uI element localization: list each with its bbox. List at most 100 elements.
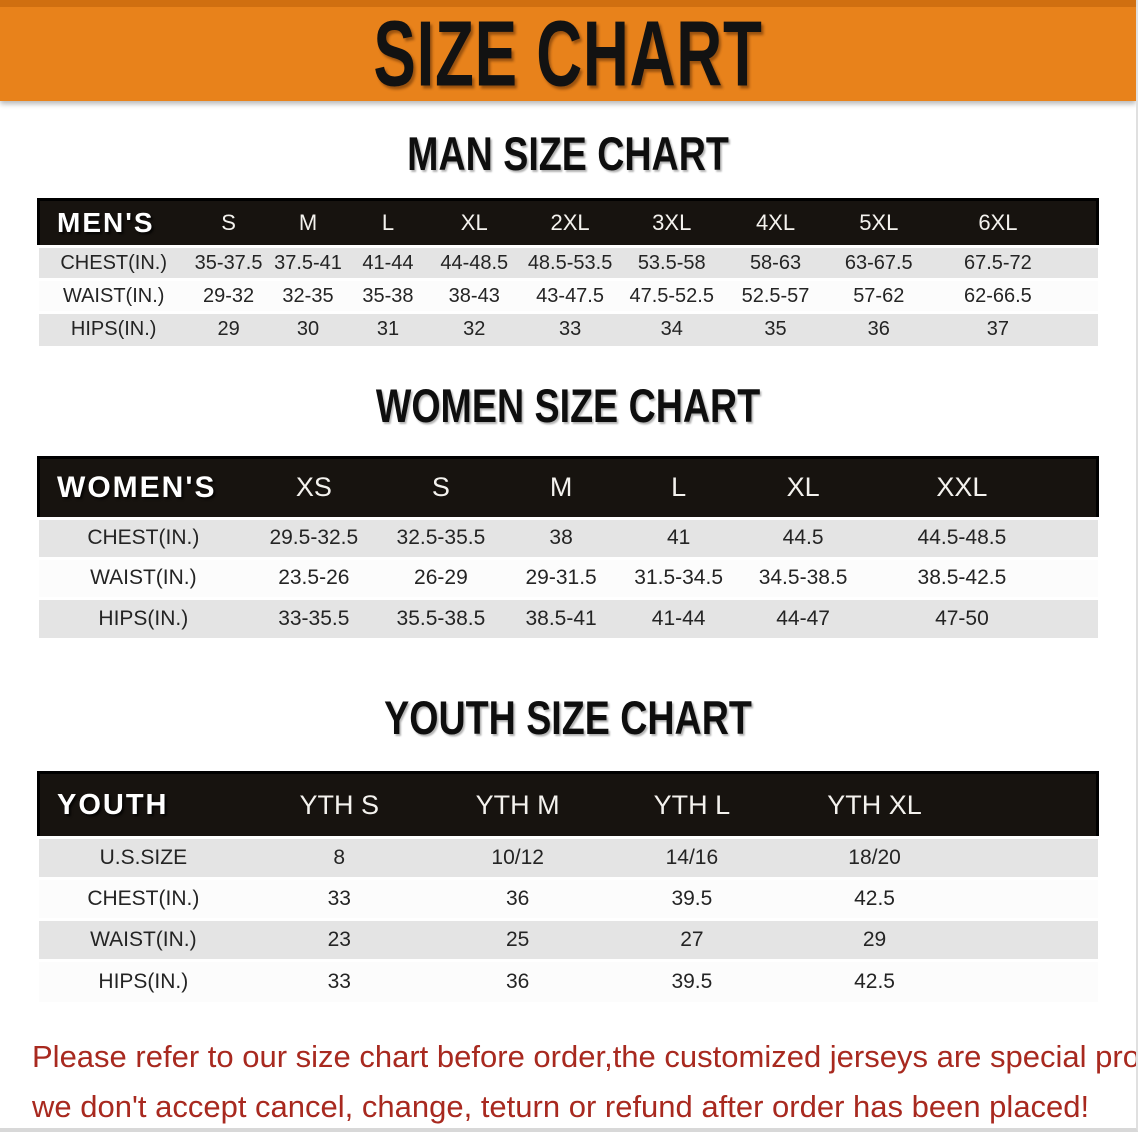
size-column-header: L: [671, 472, 687, 502]
women-size-section: WOMEN SIZE CHART WOMEN'S XS S M L XL XXL CHEST(…: [0, 346, 1136, 638]
size-cell: 34: [660, 318, 683, 341]
size-column-header: YTH M: [475, 789, 560, 820]
women-table-wrap: WOMEN'S XS S M L XL XXL CHEST(IN.) 29.5-32.5 32.5…: [0, 456, 1136, 638]
men-section-title: MAN SIZE CHART: [407, 127, 729, 180]
table-corner-label: WOMEN'S: [57, 470, 217, 504]
size-cell: 31: [376, 318, 400, 341]
size-cell: 29: [862, 928, 887, 951]
row-label: HIPS(IN.): [98, 969, 189, 993]
size-cell: 29-31.5: [525, 566, 597, 589]
size-cell: 37: [986, 318, 1010, 341]
size-column-header: 2XL: [550, 210, 590, 235]
size-column-header: 4XL: [755, 210, 796, 235]
size-cell: 48.5-53.5: [527, 251, 613, 274]
table-row: HIPS(IN.) 33 36 39.5 42.5: [38, 960, 1098, 1002]
header-filler: [1055, 457, 1097, 518]
size-column-header: YTH XL: [827, 789, 922, 820]
size-cell: 47.5-52.5: [629, 284, 714, 307]
size-cell: 35.5-38.5: [396, 606, 486, 630]
size-cell: 44.5: [782, 526, 824, 549]
size-cell: 62-66.5: [963, 284, 1032, 307]
size-cell: 36: [506, 969, 530, 993]
page-title: SIZE CHART: [373, 2, 763, 106]
size-cell: 57-62: [853, 284, 905, 307]
size-cell: 29-32: [203, 284, 255, 307]
size-column-header: L: [381, 210, 395, 235]
size-column-header: 6XL: [978, 210, 1018, 235]
row-filler: [970, 838, 1097, 879]
youth-section-title: YOUTH SIZE CHART: [384, 691, 752, 744]
size-column-header: M: [549, 472, 573, 502]
size-cell: 33: [327, 887, 351, 910]
row-label: U.S.SIZE: [99, 846, 188, 869]
size-cell: 58-63: [749, 251, 802, 274]
row-label: HIPS(IN.): [98, 606, 189, 630]
size-column-header: XL: [460, 210, 488, 235]
size-cell: 42.5: [854, 887, 895, 910]
size-cell: 37.5-41: [274, 251, 342, 274]
size-cell: 8: [333, 846, 346, 869]
size-cell: 29: [217, 318, 240, 341]
table-row: HIPS(IN.) 29 30 31 32 33 34 35 36 37: [38, 312, 1098, 346]
size-column-header: XXL: [936, 472, 988, 502]
size-cell: 38.5-42.5: [917, 566, 1007, 589]
size-cell: 43-47.5: [536, 284, 604, 307]
table-row: WAIST(IN.) 23 25 27 29: [38, 919, 1098, 961]
row-label: CHEST(IN.): [60, 251, 168, 274]
row-filler: [1066, 280, 1098, 313]
size-cell: 44.5-48.5: [917, 526, 1007, 549]
size-cell: 25: [506, 928, 530, 951]
row-label: WAIST(IN.): [62, 284, 165, 307]
table-corner-label: YOUTH: [57, 788, 169, 821]
size-column-header: YTH L: [653, 789, 731, 820]
women-size-table: WOMEN'S XS S M L XL XXL CHEST(IN.) 29.5-32.5 32.5…: [37, 456, 1099, 638]
row-filler: [970, 920, 1097, 961]
size-column-header: 3XL: [652, 210, 692, 235]
size-cell: 33-35.5: [278, 606, 350, 630]
size-cell: 32.5-35.5: [396, 526, 486, 549]
size-column-header: S: [221, 210, 236, 235]
table-row: CHEST(IN.) 29.5-32.5 32.5-35.5 38 41 44.5 44.5…: [38, 518, 1098, 558]
size-cell: 33: [558, 318, 582, 341]
size-cell: 35: [764, 318, 787, 341]
table-row: U.S.SIZE 8 10/12 14/16 18/20: [38, 837, 1098, 879]
size-cell: 18/20: [848, 846, 901, 869]
banner: SIZE CHART: [0, 0, 1136, 101]
men-size-section: MAN SIZE CHART MEN'S S M L XL 2XL 3XL 4XL 5XL 6XL…: [0, 101, 1136, 346]
row-filler: [1066, 313, 1098, 346]
size-cell: 38: [549, 526, 573, 549]
row-filler: [1055, 558, 1097, 598]
size-cell: 35-38: [362, 284, 414, 307]
size-column-header: S: [431, 472, 450, 502]
row-filler: [970, 961, 1097, 1002]
size-cell: 27: [680, 928, 704, 951]
row-filler: [970, 879, 1097, 920]
row-filler: [1055, 518, 1097, 558]
size-cell: 10/12: [491, 846, 544, 869]
size-cell: 42.5: [854, 969, 895, 993]
row-filler: [1066, 247, 1098, 280]
size-column-header: 5XL: [859, 210, 899, 235]
size-cell: 38-43: [448, 284, 500, 307]
size-cell: 23: [327, 928, 351, 951]
size-cell: 44-47: [776, 606, 830, 630]
size-table-header-row: WOMEN'S XS S M L XL XXL: [38, 457, 1098, 518]
size-cell: 44-48.5: [440, 251, 509, 274]
size-cell: 36: [506, 887, 530, 910]
size-column-header: XL: [786, 472, 820, 502]
size-cell: 33: [327, 969, 351, 993]
size-column-header: XS: [295, 472, 332, 502]
table-row: HIPS(IN.) 33-35.5 35.5-38.5 38.5-41 41-44 44-…: [38, 598, 1098, 638]
size-cell: 67.5-72: [963, 251, 1032, 274]
men-size-table: MEN'S S M L XL 2XL 3XL 4XL 5XL 6XL CHEST(IN.) 35-37…: [37, 198, 1099, 346]
size-cell: 63-67.5: [844, 251, 913, 274]
size-cell: 38.5-41: [525, 606, 597, 630]
youth-size-table: YOUTH YTH S YTH M YTH L YTH XL U.S.SIZE 8 10/12…: [37, 771, 1099, 1002]
youth-table-wrap: YOUTH YTH S YTH M YTH L YTH XL U.S.SIZE 8 10/12…: [0, 771, 1136, 1002]
men-table-wrap: MEN'S S M L XL 2XL 3XL 4XL 5XL 6XL CHEST(IN.) 35-37…: [0, 198, 1136, 346]
size-table-header-row: YOUTH YTH S YTH M YTH L YTH XL: [38, 772, 1098, 838]
table-row: WAIST(IN.) 29-32 32-35 35-38 38-43 43-47.5 47.…: [38, 279, 1098, 313]
size-cell: 31.5-34.5: [634, 566, 724, 589]
table-row: WAIST(IN.) 23.5-26 26-29 29-31.5 31.5-34.5 34…: [38, 558, 1098, 598]
table-row: CHEST(IN.) 35-37.5 37.5-41 41-44 44-48.5 48.5…: [38, 246, 1098, 280]
